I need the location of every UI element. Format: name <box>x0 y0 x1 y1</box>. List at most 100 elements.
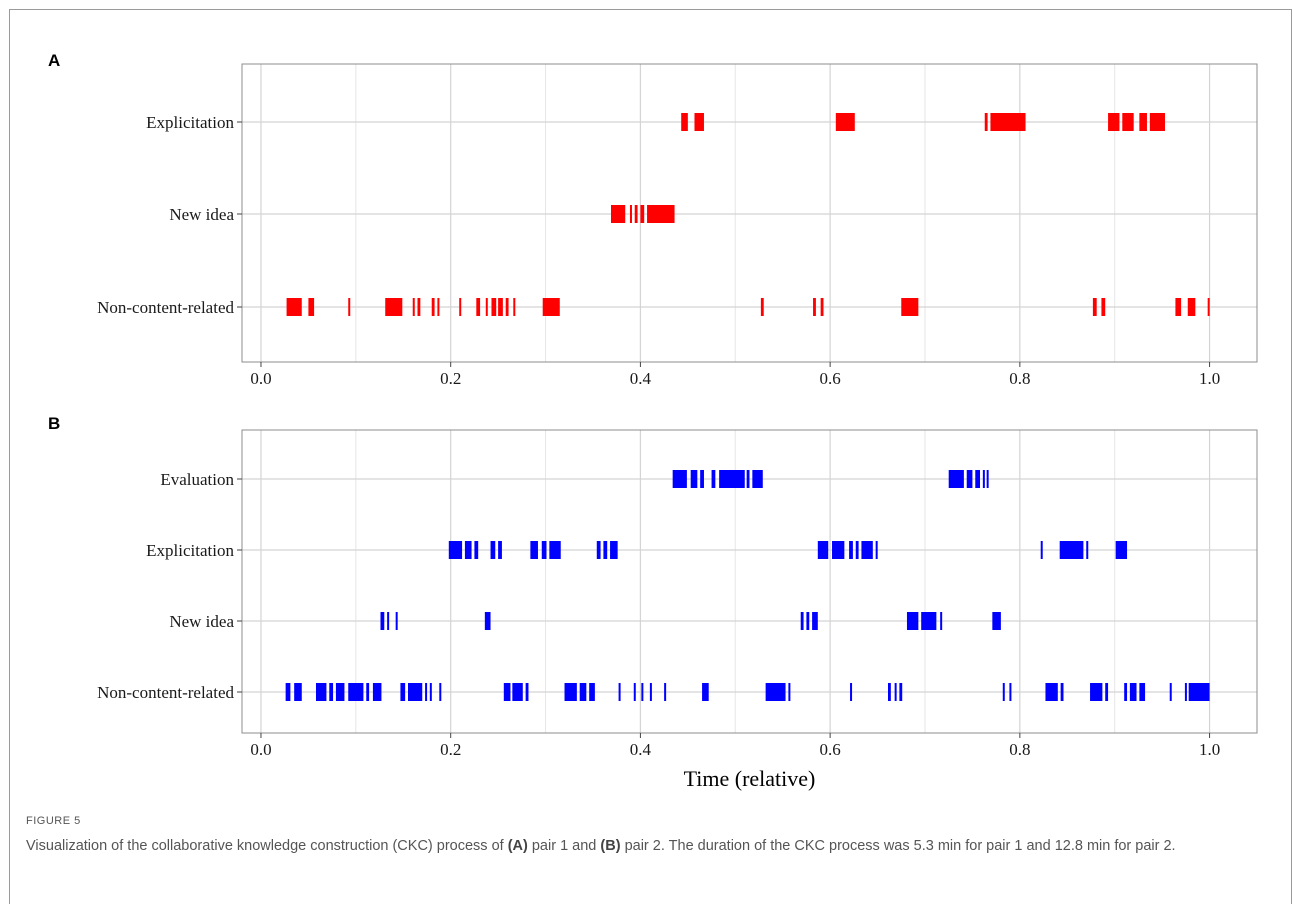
event-bar <box>1187 298 1196 316</box>
event-bar <box>1122 113 1134 131</box>
event-bar <box>512 683 523 701</box>
event-bar <box>832 541 845 559</box>
event-bar <box>850 683 853 701</box>
event-bar <box>975 470 981 488</box>
x-tick-label: 0.0 <box>250 369 271 388</box>
x-tick-label: 1.0 <box>1199 369 1220 388</box>
event-bar <box>464 541 472 559</box>
event-bar <box>474 541 479 559</box>
event-bar <box>649 683 652 701</box>
event-bar <box>1124 683 1128 701</box>
event-bar <box>589 683 595 701</box>
event-bar <box>746 470 750 488</box>
event-bar <box>1086 541 1089 559</box>
x-tick-label: 0.6 <box>820 740 841 759</box>
panel-label-a: A <box>48 51 61 70</box>
event-bar <box>579 683 587 701</box>
event-bar <box>385 298 403 316</box>
event-bar <box>294 683 302 701</box>
figure-caption: Visualization of the collaborative knowl… <box>26 836 1256 857</box>
event-bar <box>986 470 989 488</box>
event-bar <box>800 612 804 630</box>
caption-ref-a: (A) <box>507 838 528 854</box>
event-bar <box>835 113 855 131</box>
y-tick-label: Explicitation <box>146 113 234 132</box>
event-bar <box>820 298 824 316</box>
event-bar <box>1149 113 1165 131</box>
event-bar <box>286 298 302 316</box>
event-bar <box>348 298 351 316</box>
event-bar <box>921 612 937 630</box>
event-bar <box>849 541 853 559</box>
event-bar <box>513 298 516 316</box>
caption-ref-b: (B) <box>600 838 621 854</box>
event-bar <box>530 541 538 559</box>
x-tick-label: 0.2 <box>440 369 461 388</box>
event-bar <box>700 470 704 488</box>
event-bar <box>1169 683 1172 701</box>
event-bar <box>681 113 688 131</box>
event-bar <box>564 683 577 701</box>
event-bar <box>711 470 716 488</box>
event-bar <box>806 612 810 630</box>
event-bar <box>485 298 488 316</box>
event-bar <box>448 541 463 559</box>
event-bar <box>992 612 1001 630</box>
y-tick-label: Evaluation <box>160 470 234 489</box>
event-bar <box>672 470 687 488</box>
event-bar <box>498 298 503 316</box>
event-bar <box>861 541 873 559</box>
chart-svg: Explicitation New idea Non-content-related… <box>97 63 1258 791</box>
event-bar <box>380 612 385 630</box>
panel-label-b: B <box>48 414 61 433</box>
event-bar <box>875 541 878 559</box>
event-bar <box>899 683 903 701</box>
event-bar <box>817 541 829 559</box>
event-bar <box>549 541 561 559</box>
event-bar <box>966 470 973 488</box>
event-bar <box>990 113 1026 131</box>
event-bar <box>887 683 891 701</box>
event-bar <box>1108 113 1120 131</box>
chart-panel-a: Explicitation New idea Non-content-related… <box>97 63 1258 388</box>
event-bar <box>1101 298 1106 316</box>
event-bar <box>760 298 764 316</box>
event-bar <box>596 541 601 559</box>
event-bar <box>476 298 481 316</box>
plot-border <box>241 63 1258 363</box>
event-bar <box>1188 683 1210 701</box>
event-bar <box>640 205 645 223</box>
event-bar <box>1090 683 1103 701</box>
event-bar <box>1115 541 1128 559</box>
event-bar <box>788 683 791 701</box>
event-bar <box>1207 298 1210 316</box>
plot-border <box>241 429 1258 734</box>
event-bar <box>541 541 547 559</box>
x-tick-label: 0.0 <box>250 740 271 759</box>
event-bar <box>1184 683 1187 701</box>
event-bar <box>525 683 529 701</box>
caption-text-3: pair 2. The duration of the CKC process … <box>620 838 1176 854</box>
event-bar <box>752 470 763 488</box>
event-bar <box>335 683 345 701</box>
event-bar <box>372 683 382 701</box>
event-bar <box>1129 683 1137 701</box>
event-bar <box>641 683 644 701</box>
event-bar <box>647 205 675 223</box>
event-bar <box>629 205 632 223</box>
event-bar <box>348 683 364 701</box>
event-bar <box>429 683 432 701</box>
event-bar <box>906 612 919 630</box>
event-bar <box>702 683 709 701</box>
event-bar <box>1002 683 1005 701</box>
caption-text-2: pair 1 and <box>527 838 601 854</box>
event-bar <box>1139 113 1147 131</box>
event-bar <box>940 612 943 630</box>
event-bar <box>490 541 496 559</box>
event-bar <box>610 541 618 559</box>
event-bar <box>1175 298 1182 316</box>
event-bar <box>425 683 428 701</box>
event-bar <box>813 298 816 316</box>
x-tick-label: 0.8 <box>1009 369 1030 388</box>
event-bar <box>498 541 502 559</box>
